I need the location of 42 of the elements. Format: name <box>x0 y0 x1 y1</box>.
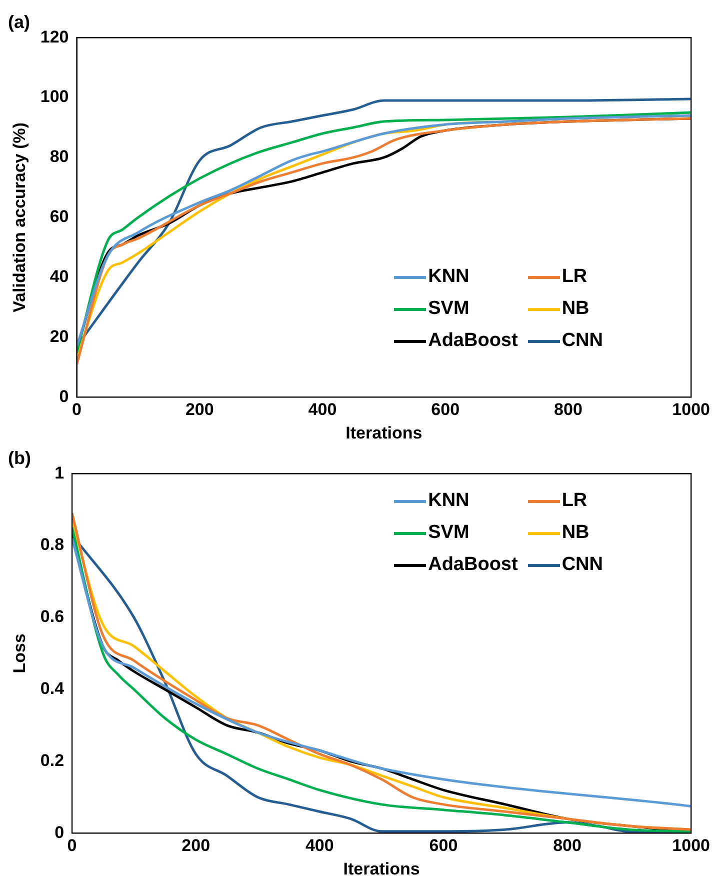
x-tick-label: 600 <box>429 836 458 856</box>
legend-label: CNN <box>562 554 603 576</box>
x-tick-label: 600 <box>431 400 460 420</box>
legend-label: LR <box>562 490 588 512</box>
x-tick-label: 0 <box>72 400 82 420</box>
legend-label: SVM <box>428 298 470 320</box>
y-tick-label: 0.2 <box>40 750 64 770</box>
y-tick-label: 20 <box>50 326 69 346</box>
x-tick-label: 1000 <box>672 836 710 856</box>
x-tick-label: 200 <box>185 400 214 420</box>
legend-label: CNN <box>562 330 603 352</box>
y-tick-label: 0.6 <box>40 607 64 626</box>
x-axis-title: Iterations <box>346 423 422 442</box>
x-tick-label: 400 <box>308 400 337 420</box>
y-tick-label: 100 <box>40 87 69 106</box>
legend-label: KNN <box>428 490 470 512</box>
y-tick-label: 0.4 <box>40 679 65 698</box>
y-axis-title: Validation accuracy (%) <box>10 122 29 312</box>
x-tick-label: 800 <box>553 836 582 856</box>
x-tick-label: 400 <box>305 836 334 856</box>
chart-title: (b) <box>8 448 31 468</box>
legend-label: KNN <box>428 266 470 288</box>
y-axis-title: Loss <box>10 634 29 674</box>
y-tick-label: 0 <box>54 822 64 842</box>
legend-label: LR <box>562 266 588 288</box>
x-tick-label: 800 <box>554 400 582 420</box>
y-tick-label: 120 <box>40 27 69 46</box>
x-axis-title: Iterations <box>343 859 420 878</box>
legend-label: AdaBoost <box>428 554 518 576</box>
legend-label: NB <box>562 522 590 544</box>
y-tick-label: 0 <box>59 386 69 406</box>
y-tick-label: 0.8 <box>40 535 64 554</box>
legend-label: SVM <box>428 522 470 544</box>
chart-title: (a) <box>8 12 30 32</box>
legend-label: NB <box>562 298 590 320</box>
y-tick-label: 80 <box>50 147 69 166</box>
x-tick-label: 200 <box>182 836 210 856</box>
x-tick-label: 1000 <box>672 400 710 420</box>
y-tick-label: 1 <box>54 463 64 482</box>
y-tick-label: 60 <box>50 207 69 226</box>
legend-label: AdaBoost <box>428 330 518 352</box>
y-tick-label: 40 <box>50 267 69 286</box>
